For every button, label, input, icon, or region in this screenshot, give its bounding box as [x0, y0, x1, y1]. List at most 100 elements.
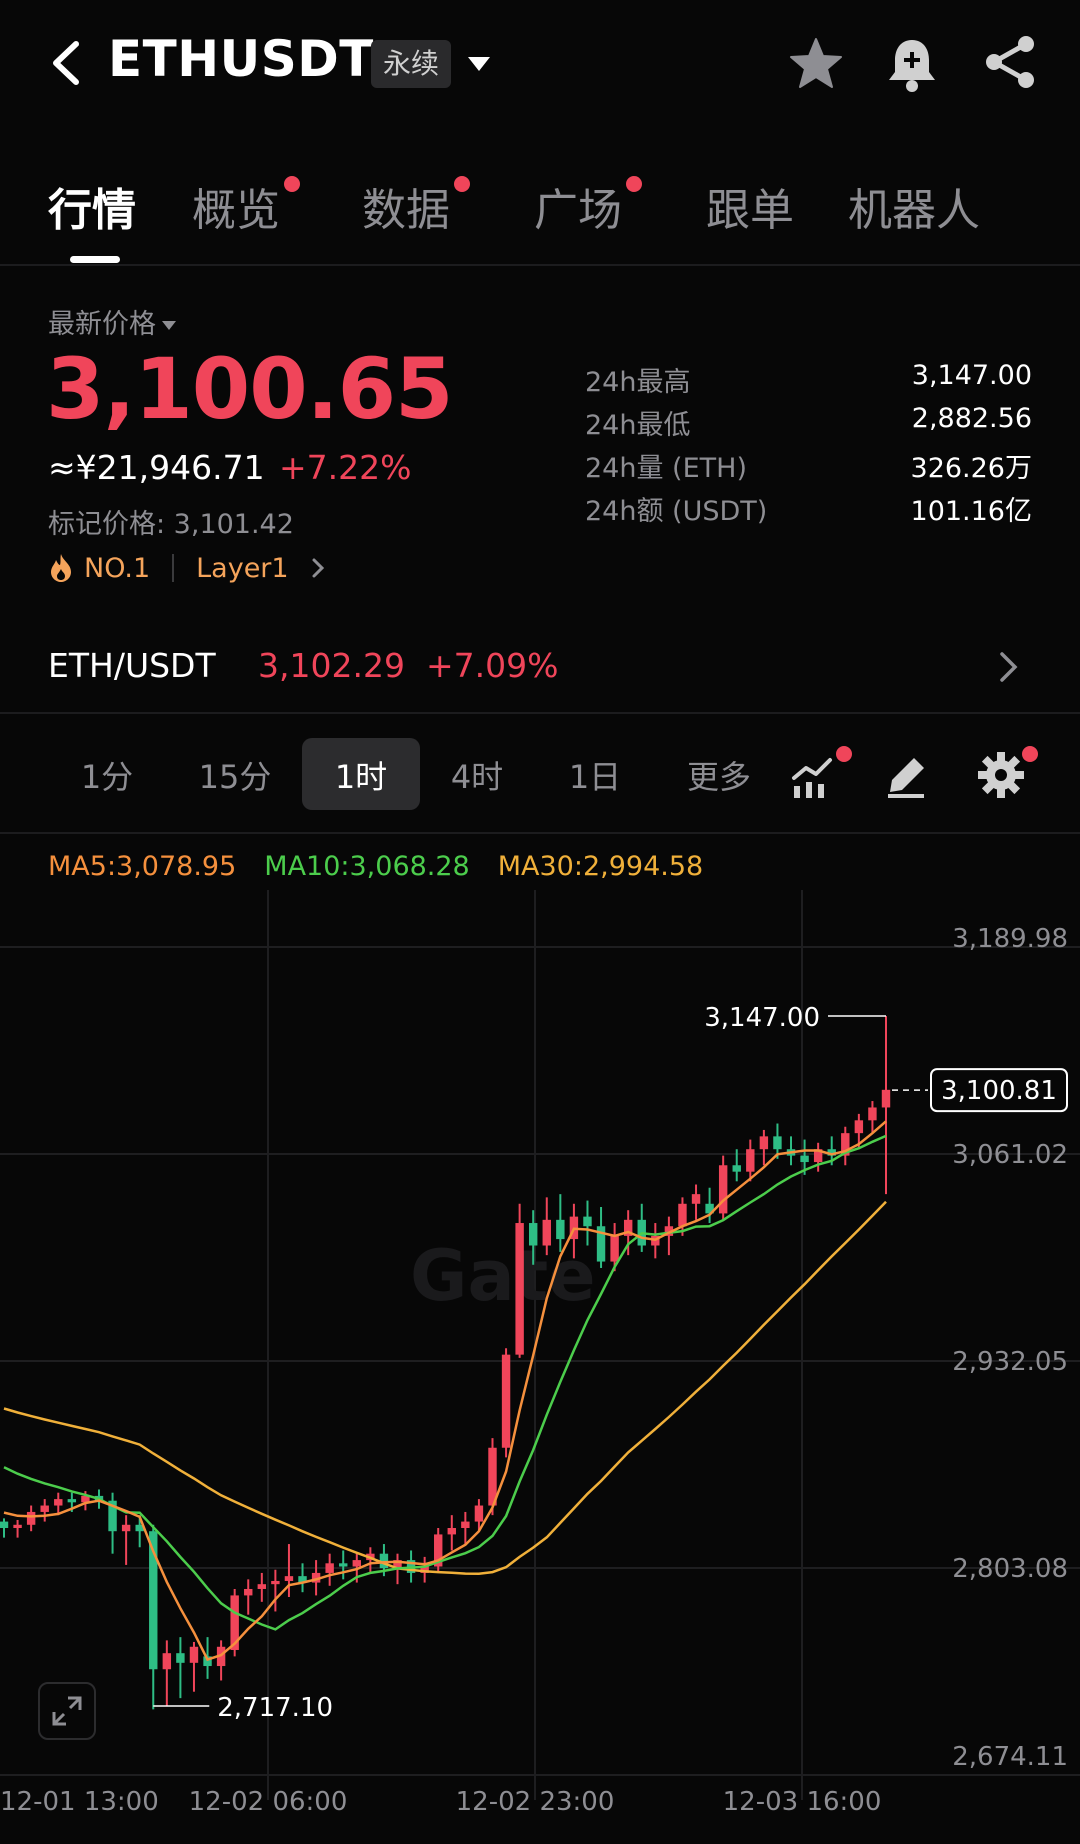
candle-body	[746, 1149, 755, 1172]
candle-body	[732, 1165, 741, 1172]
candle-body	[135, 1524, 144, 1532]
candle-body	[827, 1149, 836, 1156]
candle-body	[149, 1531, 158, 1670]
tab-data[interactable]: 数据	[362, 174, 470, 238]
stat-24h-high-label: 24h最高	[585, 367, 691, 398]
last-price-tag-box	[930, 1068, 1068, 1113]
stat-24h-volume-value: 326.26万	[910, 453, 1032, 484]
sector-label: Layer1	[196, 552, 289, 584]
x-axis-tick: 12-03 16:00	[723, 1787, 882, 1817]
tab-copy-trading[interactable]: 跟单	[706, 185, 794, 236]
candlestick-chart[interactable]: Gate 3,147.00 2,717.10 3,100.81 3,189.98 3,06…	[0, 890, 1080, 1817]
bell-plus-icon[interactable]	[884, 34, 940, 94]
candle-body	[379, 1553, 389, 1569]
spot-pair-name: ETH/USDT	[48, 646, 216, 685]
ma5-value: MA5:3,078.95	[48, 851, 237, 882]
candle-body	[596, 1226, 606, 1262]
y-axis-tick: 3,061.02	[952, 1140, 1068, 1170]
chevron-right-icon	[312, 558, 324, 578]
candle-body	[26, 1511, 36, 1525]
x-axis-tick: 12-02 23:00	[456, 1787, 615, 1817]
ma10-line	[3, 1134, 887, 1631]
candle-body	[325, 1563, 334, 1573]
candle-body	[81, 1495, 90, 1503]
candle-body	[0, 1521, 9, 1528]
interval-1d[interactable]: 1日	[568, 758, 622, 796]
symbol-title[interactable]: ETHUSDT	[108, 30, 374, 88]
chart-canvas[interactable]: Gate 3,147.00 2,717.10 3,100.81 3,189.98 3,06…	[0, 890, 1080, 1844]
last-price-label[interactable]: 最新价格	[48, 302, 176, 341]
candle-body	[841, 1133, 850, 1156]
ma5-line	[3, 1120, 887, 1662]
pencil-icon	[888, 758, 924, 798]
ma30-value: MA30:2,994.58	[497, 851, 704, 882]
tab-market[interactable]: 行情	[48, 185, 136, 236]
candle-body	[474, 1505, 484, 1522]
rank-row[interactable]: NO.1 Layer1	[48, 550, 325, 586]
ma-legend: MA5:3,078.95 MA10:3,068.28 MA30:2,994.58	[48, 851, 703, 882]
candle-body	[230, 1595, 239, 1650]
caret-down-icon[interactable]	[466, 54, 492, 74]
back-arrow-icon[interactable]	[48, 40, 84, 86]
interval-1m[interactable]: 1分	[80, 758, 134, 796]
spot-pair-price: 3,102.29	[258, 646, 405, 685]
candle-body	[203, 1656, 212, 1667]
candle-body	[813, 1149, 823, 1163]
high-annotation: 3,147.00	[704, 1003, 820, 1033]
tab-overview[interactable]: 概览	[192, 174, 300, 238]
caret-down-icon	[162, 321, 176, 330]
candle-body	[854, 1120, 864, 1134]
interval-15m[interactable]: 15分	[198, 758, 272, 796]
spot-pair-row[interactable]: ETH/USDT 3,102.29 +7.09%	[0, 630, 1080, 714]
stat-24h-turnover-value: 101.16亿	[910, 496, 1032, 527]
stat-24h-turnover-label: 24h额 (USDT)	[585, 496, 768, 527]
candle-body	[67, 1499, 77, 1503]
candle-body	[488, 1447, 497, 1506]
star-icon[interactable]	[788, 36, 844, 92]
candle-body	[664, 1226, 674, 1236]
candle-body	[54, 1499, 63, 1506]
last-price: 3,100.65	[46, 340, 454, 438]
candle-body	[705, 1203, 714, 1214]
fire-icon	[51, 554, 71, 582]
tab-bots[interactable]: 机器人	[848, 185, 980, 236]
low-annotation: 2,717.10	[217, 1693, 333, 1723]
notification-dot	[836, 746, 852, 762]
x-axis-tick: 12-02 06:00	[189, 1787, 348, 1817]
candle-body	[718, 1165, 728, 1214]
drawing-tool-button[interactable]	[884, 750, 934, 800]
candle-body	[13, 1524, 22, 1528]
y-axis-tick: 2,932.05	[952, 1347, 1068, 1377]
indicators-button[interactable]	[790, 746, 852, 800]
candle-body	[528, 1223, 538, 1246]
fullscreen-button[interactable]	[38, 1682, 96, 1740]
mark-price: 标记价格: 3,101.42	[48, 509, 294, 540]
stat-24h-low-label: 24h最低	[585, 410, 691, 441]
ma30-line	[3, 1200, 887, 1575]
share-icon[interactable]	[982, 34, 1038, 90]
candle-body	[461, 1521, 470, 1528]
top-header: ETHUSDT 永续	[0, 0, 1080, 130]
tab-square[interactable]: 广场	[534, 174, 642, 238]
contract-type-badge: 永续	[371, 40, 452, 88]
candle-body	[189, 1646, 199, 1663]
expand-icon	[52, 1696, 82, 1726]
indicator-chart-icon	[792, 758, 832, 798]
candle-body	[515, 1223, 524, 1355]
stat-24h-volume-label: 24h量 (ETH)	[585, 453, 747, 484]
chart-settings-button[interactable]	[976, 746, 1038, 800]
interval-4h[interactable]: 4时	[450, 758, 504, 796]
candle-body	[447, 1527, 456, 1535]
active-tab-indicator	[70, 256, 120, 263]
active-interval-highlight	[302, 738, 420, 810]
y-axis-tick: 3,189.98	[952, 924, 1068, 954]
interval-more[interactable]: 更多	[686, 758, 751, 796]
candle-body	[108, 1500, 117, 1532]
candle-body	[298, 1576, 307, 1583]
candle-body	[773, 1136, 782, 1150]
candle-body	[623, 1219, 633, 1236]
candle-body	[271, 1580, 280, 1585]
candle-body	[339, 1563, 348, 1567]
interval-1h[interactable]: 1时	[334, 758, 388, 796]
candle-body	[176, 1653, 185, 1663]
